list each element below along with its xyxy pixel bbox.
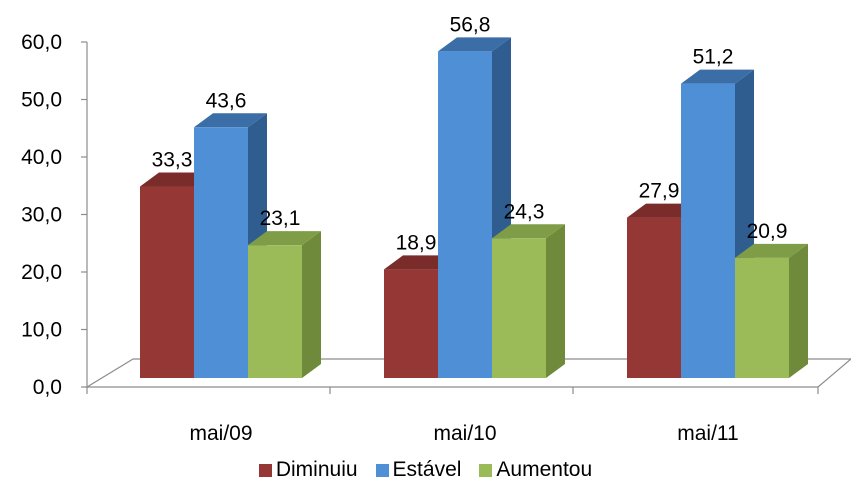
data-label: 24,3 xyxy=(504,200,545,223)
bar-top xyxy=(735,243,808,258)
bar-aumentou-0 xyxy=(248,231,321,378)
bar-side xyxy=(546,224,565,378)
bar-top xyxy=(492,224,565,239)
legend-swatch-estavel xyxy=(375,463,389,477)
bar-front xyxy=(248,245,302,378)
legend-label-estavel: Estável xyxy=(392,458,462,481)
x-category-label: mai/09 xyxy=(189,422,252,445)
data-label: 33,3 xyxy=(152,149,193,172)
bar-top xyxy=(248,231,321,246)
bar-front xyxy=(140,186,194,378)
y-tick-label: 30,0 xyxy=(21,204,62,227)
data-label: 56,8 xyxy=(450,13,491,36)
y-tick-label: 20,0 xyxy=(21,261,62,284)
data-label: 43,6 xyxy=(206,89,247,112)
legend-swatch-aumentou xyxy=(479,463,493,477)
y-tick-label: 40,0 xyxy=(21,146,62,169)
bar-side xyxy=(302,231,321,378)
legend-label-aumentou: Aumentou xyxy=(496,458,593,481)
x-category-label: mai/11 xyxy=(677,422,738,445)
y-tick-label: 10,0 xyxy=(21,319,62,342)
legend-item-diminuiu: Diminuiu xyxy=(258,458,358,482)
bar-front xyxy=(194,127,248,378)
data-label: 18,9 xyxy=(396,231,437,254)
bar-front xyxy=(735,257,789,378)
legend-swatch-diminuiu xyxy=(258,463,272,477)
x-category-label: mai/10 xyxy=(433,422,496,445)
y-tick-label: 50,0 xyxy=(21,89,62,112)
data-label: 23,1 xyxy=(260,207,301,230)
legend-item-estavel: Estável xyxy=(375,458,462,482)
bar-aumentou-2 xyxy=(735,243,808,378)
bar-aumentou-1 xyxy=(492,224,565,378)
legend-item-aumentou: Aumentou xyxy=(479,458,592,482)
bar-top xyxy=(194,113,267,128)
y-tick-label: 60,0 xyxy=(21,31,62,54)
bar-front xyxy=(492,238,546,378)
y-tick-label: 0,0 xyxy=(33,376,62,399)
data-label: 20,9 xyxy=(747,220,788,243)
bar-top xyxy=(681,69,754,84)
bar-top xyxy=(438,37,511,52)
bar-front xyxy=(384,269,438,378)
bar-front xyxy=(681,83,735,378)
data-label: 27,9 xyxy=(639,180,680,203)
legend-label-diminuiu: Diminuiu xyxy=(275,458,358,481)
legend: Diminuiu Estável Aumentou xyxy=(0,458,851,482)
bar-front xyxy=(438,51,492,379)
data-label: 51,2 xyxy=(693,46,734,69)
bar-side xyxy=(789,243,808,378)
bar-front xyxy=(627,217,681,378)
